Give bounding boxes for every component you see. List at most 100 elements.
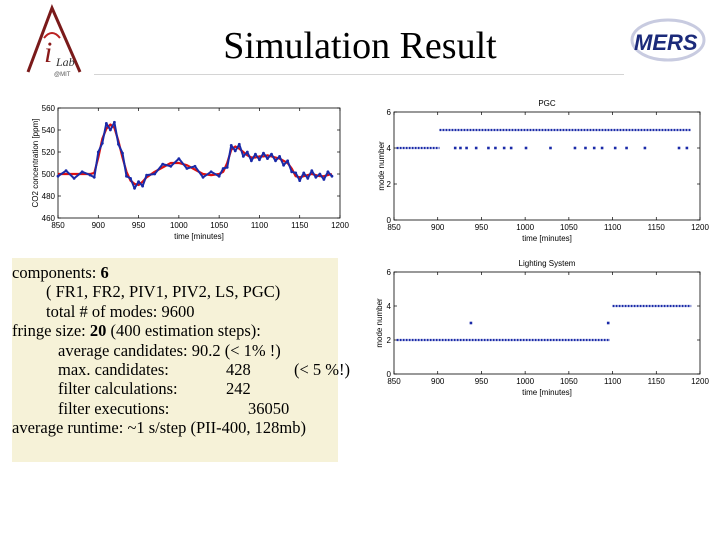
y-axis-label: mode number [375, 298, 384, 348]
x-tick-label: 1050 [560, 223, 578, 232]
y-axis-label: mode number [377, 141, 386, 191]
summary-components: components: 6 [12, 263, 109, 282]
mode-point [459, 146, 462, 150]
y-tick-label: 6 [387, 108, 392, 117]
ilab-logo-word: Lab [55, 55, 75, 69]
data-point-measured [314, 175, 318, 179]
chart-title: PGC [538, 99, 556, 108]
mode-point [502, 146, 506, 150]
x-tick-label: 900 [92, 221, 106, 230]
data-point-measured [64, 169, 68, 173]
data-point-measured [237, 142, 241, 146]
data-point-measured [161, 162, 165, 166]
data-point-measured [169, 164, 173, 168]
mode-point [600, 146, 604, 150]
data-point-measured [121, 151, 124, 155]
mode-point [453, 146, 457, 150]
mode-point [625, 146, 628, 150]
data-point-measured [262, 151, 265, 155]
data-point-measured [266, 157, 269, 160]
mode-point [549, 146, 552, 150]
mode-point [474, 146, 478, 150]
y-tick-label: 540 [42, 126, 56, 135]
x-axis-label: time [minutes] [174, 232, 224, 241]
data-point-measured [108, 128, 112, 132]
title-divider [94, 74, 624, 75]
data-point-measured [133, 186, 136, 190]
mode-point [573, 146, 577, 150]
y-tick-label: 2 [387, 336, 392, 345]
lighting-chart: 850 900 950 1000 1050 1100 1150 1200 0 2 4 6 Lightin… [375, 259, 709, 397]
y-tick-label: 460 [42, 214, 56, 223]
y-tick-label: 0 [387, 370, 392, 379]
plot-frame [57, 107, 341, 219]
mode-point [465, 146, 468, 150]
data-point-measured [290, 170, 294, 174]
x-tick-label: 850 [51, 221, 65, 230]
mode-point [677, 146, 681, 150]
data-point-measured [117, 142, 120, 146]
summary-total-modes: total # of modes: 9600 [46, 301, 195, 321]
plot-frame [393, 271, 701, 375]
mode-point [592, 146, 596, 150]
y-tick-label: 4 [387, 144, 392, 153]
summary-box: components: 6 ( FR1, FR2, PIV1, PIV2, LS… [12, 258, 351, 462]
data-point-measured [249, 159, 253, 163]
ilab-logo-sub: @MIT [54, 72, 71, 78]
y-tick-label: 6 [387, 268, 392, 277]
mode-point [606, 321, 610, 325]
data-point-measured [209, 170, 213, 174]
mode-point [494, 146, 497, 150]
data-point-measured [125, 174, 128, 178]
summary-filter-calculations: filter calculations: 242 [58, 379, 251, 399]
plot-frame [393, 111, 701, 221]
x-tick-label: 950 [475, 223, 489, 232]
chart-title: Lighting System [519, 259, 576, 268]
summary-max-candidates: max. candidates: 428 (< 5 %!) [58, 360, 351, 380]
mers-logo-text: MERS [634, 30, 698, 55]
data-point-measured [254, 152, 257, 156]
mode-point [487, 146, 490, 150]
data-point-measured [310, 169, 314, 173]
data-point-measured [217, 174, 221, 178]
y-tick-label: 0 [387, 216, 392, 225]
mode-point [509, 146, 513, 150]
x-tick-label: 1050 [210, 221, 228, 230]
x-tick-label: 1000 [170, 221, 188, 230]
x-tick-label: 1100 [251, 221, 269, 230]
data-point-measured [322, 178, 326, 181]
mers-logo: MERS [630, 18, 706, 62]
data-point-measured [201, 175, 205, 179]
data-point-measured [153, 172, 157, 176]
data-point-measured [141, 184, 145, 188]
x-tick-label: 1000 [516, 377, 534, 386]
data-point-measured [286, 159, 290, 163]
data-point-measured [92, 175, 96, 179]
x-tick-label: 850 [387, 377, 401, 386]
data-point-measured [96, 150, 100, 154]
x-tick-label: 950 [475, 377, 489, 386]
mode-point [469, 321, 473, 325]
data-point-measured [270, 152, 273, 156]
data-point-measured [326, 170, 330, 174]
x-tick-label: 950 [132, 221, 146, 230]
y-tick-label: 4 [387, 302, 392, 311]
data-point-measured [56, 174, 60, 178]
x-tick-label: 1150 [648, 377, 666, 386]
data-point-measured [330, 174, 334, 178]
data-point-measured [193, 164, 197, 168]
x-tick-label: 1150 [648, 223, 666, 232]
mode-point [584, 146, 587, 150]
data-point-measured [145, 173, 149, 177]
data-point-measured [306, 177, 310, 180]
data-point-measured [278, 155, 281, 158]
y-tick-label: 480 [42, 192, 56, 201]
y-tick-label: 520 [42, 148, 56, 157]
data-point-measured [274, 159, 277, 163]
data-point-measured [298, 179, 302, 182]
mode-point [613, 146, 617, 150]
x-tick-label: 1150 [291, 221, 309, 230]
data-point-measured [185, 167, 189, 170]
ilab-logo: i Lab @MIT [26, 4, 82, 78]
x-tick-label: 1200 [691, 223, 709, 232]
